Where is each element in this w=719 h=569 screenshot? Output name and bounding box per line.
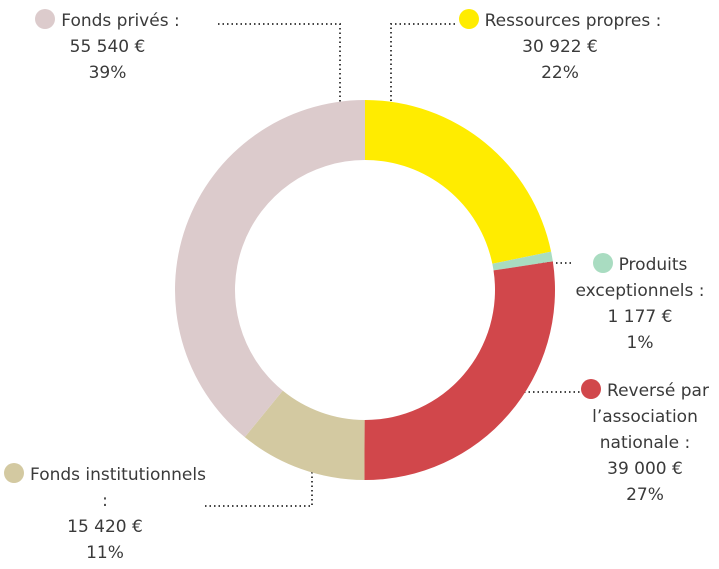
amount-label: 1 177 € [607, 307, 673, 327]
segment-label: Ressources propres : 30 922 € 22% [410, 8, 710, 86]
leader-line [218, 23, 341, 132]
amount-label: 30 922 € [522, 37, 598, 57]
percentage-label: 22% [541, 63, 579, 83]
legend-swatch [592, 253, 613, 273]
amount-label: 55 540 € [69, 37, 146, 57]
category-name: Fonds institutionnels : [30, 465, 206, 511]
amount-label: 39 000 € [607, 459, 683, 479]
segment-label: Fonds institutionnels : 15 420 € 11% [0, 462, 210, 566]
percentage-label: 1% [626, 333, 654, 353]
donut-segment [244, 390, 365, 480]
donut-segment [364, 261, 555, 480]
percentage-label: 27% [626, 485, 664, 505]
donut-segment [175, 100, 365, 438]
amount-label: 15 420 € [67, 517, 143, 537]
leader-line [390, 23, 455, 132]
percentage-label: 39% [88, 63, 127, 83]
segment-label: Fonds privés : 55 540 € 39% [0, 8, 215, 86]
category-name: Fonds privés : [61, 11, 180, 31]
category-name: Produits exceptionnels : [575, 255, 705, 301]
category-name: Reversé par l’association nationale : [592, 381, 709, 453]
donut-segment [365, 100, 552, 264]
category-name: Ressources propres : [484, 11, 662, 31]
legend-swatch [458, 9, 479, 29]
legend-swatch [35, 9, 56, 29]
segment-label: Produits exceptionnels : 1 177 € 1% [560, 252, 719, 356]
segment-label: Reversé par l’association nationale : 39 … [570, 378, 719, 508]
legend-swatch [4, 463, 25, 483]
legend-swatch [581, 379, 602, 399]
percentage-label: 11% [86, 543, 124, 563]
donut-segment [492, 251, 553, 271]
